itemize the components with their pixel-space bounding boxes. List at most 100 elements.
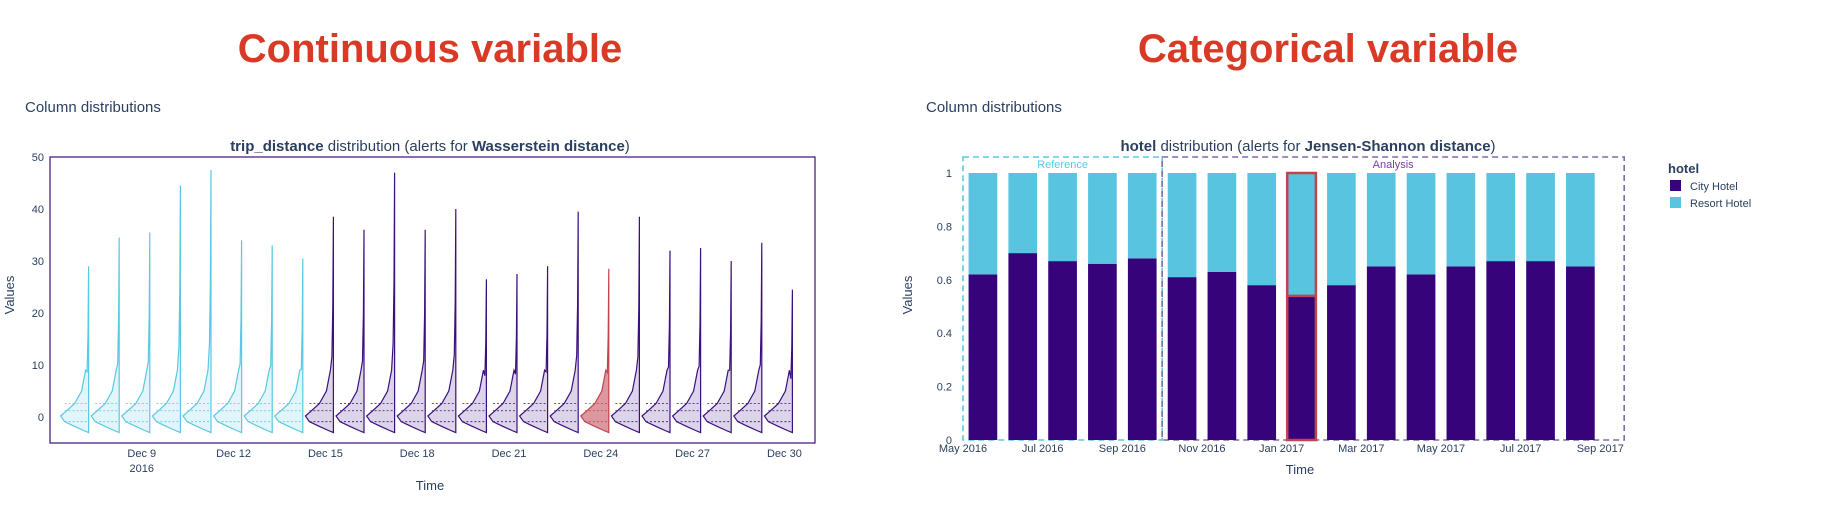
left-x-tick-label: Dec 18 — [400, 448, 435, 460]
violin-2016-12-13 — [243, 245, 273, 434]
bar-resort-hotel-2 — [1048, 173, 1077, 262]
violin-2016-12-10 — [151, 185, 181, 434]
violin-2016-12-27 — [671, 247, 702, 434]
bar-city-hotel-8 — [1287, 295, 1316, 440]
right-y-tick-label: 0.4 — [937, 328, 952, 340]
bar-resort-hotel-10 — [1366, 173, 1396, 267]
left-title-metric: Wasserstein distance — [472, 138, 625, 155]
left-y-tick-label: 30 — [32, 256, 44, 268]
bar-resort-hotel-9 — [1327, 173, 1356, 286]
right-title-mid: distribution (alerts for — [1156, 138, 1304, 155]
left-x-tick-label: Dec 15 — [308, 448, 343, 460]
right-plot: 0 0.2 0.4 0.6 0.8 1 Reference Analysis May 2016 J… — [937, 156, 1625, 455]
left-y-tick-label: 40 — [32, 204, 44, 216]
violin-2016-12-14 — [273, 258, 304, 434]
legend-swatch-city-hotel[interactable] — [1670, 180, 1681, 191]
left-x-tick-label: Dec 12 — [216, 448, 251, 460]
analysis-period-box — [1161, 156, 1625, 441]
right-section-label: Column distributions — [926, 99, 1062, 116]
right-x-tick-label: May 2017 — [1417, 443, 1465, 455]
right-chart-title: hotel distribution (alerts for Jensen-Sh… — [1120, 138, 1495, 155]
right-y-tick-label: 0.6 — [937, 275, 952, 287]
left-title-mid: distribution (alerts for — [324, 138, 472, 155]
bar-resort-hotel-14 — [1526, 173, 1555, 262]
bar-resort-hotel-4 — [1127, 173, 1157, 259]
bar-city-hotel-9 — [1327, 285, 1356, 440]
violin-2016-12-21 — [488, 273, 518, 434]
bar-city-hotel-10 — [1366, 266, 1396, 440]
violin-2016-12-28 — [702, 260, 732, 434]
left-heading: Continuous variable — [238, 27, 623, 71]
violin-2016-12-20 — [457, 279, 487, 434]
bar-city-hotel-11 — [1406, 274, 1436, 440]
bar-resort-hotel-7 — [1247, 173, 1277, 286]
right-x-tick-label: May 2016 — [939, 443, 987, 455]
left-x-axis-label: Time — [416, 478, 444, 493]
bar-city-hotel-3 — [1088, 263, 1117, 440]
bar-city-hotel-5 — [1167, 277, 1197, 440]
bar-city-hotel-6 — [1207, 271, 1237, 440]
bar-resort-hotel-1 — [1008, 173, 1038, 254]
legend-label-city-hotel[interactable]: City Hotel — [1690, 181, 1738, 193]
alert-outline-8 — [1285, 171, 1318, 442]
left-title-end: ) — [625, 138, 630, 155]
left-title-column: trip_distance — [230, 138, 323, 155]
right-heading: Categorical variable — [1138, 27, 1518, 71]
right-title-column: hotel — [1120, 138, 1156, 155]
right-x-tick-label: Sep 2016 — [1099, 443, 1146, 455]
bar-resort-hotel-6 — [1207, 173, 1237, 272]
violin-2016-12-26 — [641, 250, 671, 434]
violin-2016-12-25 — [610, 216, 640, 434]
right-y-tick-label: 0.2 — [937, 382, 952, 394]
bar-city-hotel-15 — [1566, 266, 1595, 440]
right-x-axis-label: Time — [1286, 462, 1314, 477]
bar-resort-hotel-12 — [1446, 173, 1476, 267]
violin-2016-12-19 — [426, 208, 457, 434]
legend-title: hotel — [1668, 161, 1699, 176]
bar-city-hotel-12 — [1446, 266, 1476, 440]
left-chart-title: trip_distance distribution (alerts for W… — [230, 138, 630, 155]
right-x-tick-label: Jul 2017 — [1500, 443, 1542, 455]
violin-2016-12-09 — [120, 232, 151, 434]
right-y-axis-label: Values — [900, 275, 915, 314]
violin-2016-12-29 — [732, 242, 763, 434]
left-y-tick-label: 10 — [32, 360, 44, 372]
violin-2016-12-24 — [579, 268, 610, 434]
right-title-metric: Jensen-Shannon distance — [1305, 138, 1491, 155]
bar-city-hotel-4 — [1127, 258, 1157, 440]
legend-swatch-resort-hotel[interactable] — [1670, 197, 1681, 208]
bar-resort-hotel-11 — [1406, 173, 1436, 275]
left-x-tick-label: Dec 21 — [492, 448, 527, 460]
bar-city-hotel-7 — [1247, 285, 1277, 440]
violin-2016-12-18 — [396, 229, 426, 434]
bar-resort-hotel-15 — [1566, 173, 1595, 267]
bar-city-hotel-2 — [1048, 261, 1077, 440]
violin-2016-12-07 — [59, 266, 90, 434]
violin-2016-12-17 — [365, 172, 396, 434]
right-title-end: ) — [1491, 138, 1496, 155]
right-x-tick-label: Jan 2017 — [1259, 443, 1304, 455]
left-y-tick-label: 50 — [32, 152, 44, 164]
bar-resort-hotel-13 — [1486, 173, 1516, 262]
right-y-tick-label: 0.8 — [937, 221, 952, 233]
bar-city-hotel-14 — [1526, 261, 1555, 440]
bar-resort-hotel-0 — [968, 173, 998, 275]
left-y-tick-label: 20 — [32, 308, 44, 320]
bar-resort-hotel-8 — [1287, 173, 1316, 296]
left-x-tick-label: Dec 27 — [675, 448, 710, 460]
bar-city-hotel-13 — [1486, 261, 1516, 440]
violin-2016-12-15 — [304, 216, 334, 434]
reference-label: Reference — [1037, 159, 1088, 171]
left-x-tick-year-label: 2016 — [130, 463, 154, 475]
right-x-tick-label: Mar 2017 — [1338, 443, 1384, 455]
left-x-tick-label: Dec 30 — [767, 448, 802, 460]
legend-label-resort-hotel[interactable]: Resort Hotel — [1690, 198, 1751, 210]
left-y-axis-label: Values — [2, 275, 17, 314]
violin-2016-12-23 — [549, 211, 579, 434]
left-plot-frame — [49, 156, 816, 444]
right-y-tick-label: 0 — [946, 435, 952, 447]
right-x-tick-label: Jul 2016 — [1022, 443, 1064, 455]
right-x-tick-label: Sep 2017 — [1577, 443, 1624, 455]
bar-resort-hotel-3 — [1088, 173, 1117, 264]
